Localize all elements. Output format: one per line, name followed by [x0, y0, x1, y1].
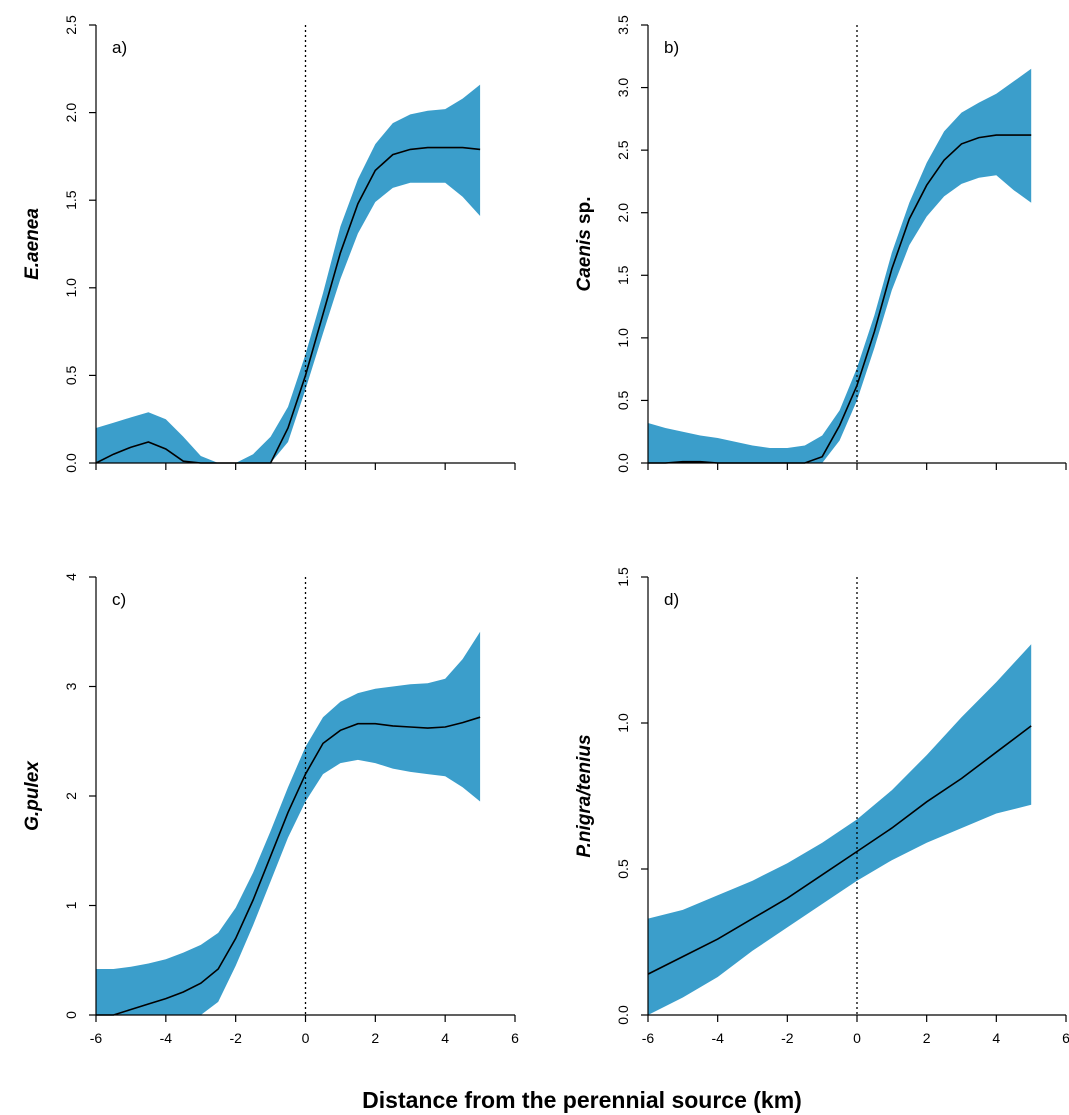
y-tick-label: 0.5	[615, 390, 631, 410]
panel-1: 0.0 0.5 1.0 1.5 2.0 2.5 a) E.aenea	[22, 15, 516, 473]
x-tick-label: 6	[511, 1030, 519, 1046]
y-axis-label: G.pulex	[22, 760, 43, 831]
panels: 0.0 0.5 1.0 1.5 2.0 2.5 a) E.aenea 0.0 0.5 1.0 1.5 2…	[22, 15, 1069, 1046]
x-tick-label: 2	[371, 1030, 379, 1046]
mean-line	[96, 716, 481, 1016]
x-tick-label: -2	[229, 1030, 242, 1046]
y-tick-label: 4	[63, 573, 79, 581]
confidence-band	[96, 631, 481, 1015]
y-tick-label: 2.5	[63, 15, 79, 35]
y-tick-label: 0.0	[615, 453, 631, 473]
y-tick-label: 2.0	[63, 103, 79, 123]
y-tick-label: 1.0	[615, 713, 631, 733]
x-axis-label: Distance from the perennial source (km)	[362, 1087, 802, 1113]
y-tick-label: 3	[63, 682, 79, 690]
mean-line	[647, 725, 1032, 975]
y-tick-label: 1.5	[63, 190, 79, 210]
x-tick-label: -2	[781, 1030, 794, 1046]
mean-line	[95, 146, 481, 464]
panel-label: d)	[664, 590, 679, 609]
y-tick-label: 0.5	[615, 859, 631, 879]
y-tick-label: 0.0	[615, 1005, 631, 1025]
y-tick-label: 3.5	[615, 15, 631, 35]
panel-label: c)	[112, 590, 126, 609]
x-tick-label: -4	[160, 1030, 173, 1046]
y-tick-label: 0.5	[63, 365, 79, 385]
x-tick-label: 2	[923, 1030, 931, 1046]
confidence-band	[648, 644, 1032, 1015]
y-tick-label: 3.0	[615, 78, 631, 98]
x-tick-label: 4	[992, 1030, 1000, 1046]
panel-label: b)	[664, 38, 679, 57]
y-axis-label: P.nigra/tenius	[574, 734, 595, 857]
y-tick-label: 2.0	[615, 203, 631, 223]
panel-label: a)	[112, 38, 127, 57]
y-tick-label: 1.0	[615, 328, 631, 348]
panel-4: -6 -4 -2 0 2 4 6 0.0 0.5 1.0 1.5 d) P.nigra/tenius	[574, 567, 1069, 1046]
x-tick-label: -6	[90, 1030, 103, 1046]
y-tick-label: 0.0	[63, 453, 79, 473]
y-tick-label: 2.5	[615, 140, 631, 160]
y-tick-label: 1.5	[615, 567, 631, 587]
confidence-band	[648, 68, 1032, 464]
y-tick-label: 2	[63, 792, 79, 800]
y-tick-label: 0	[63, 1011, 79, 1019]
y-tick-label: 1.5	[615, 265, 631, 285]
x-tick-label: 0	[853, 1030, 861, 1046]
x-tick-label: 6	[1062, 1030, 1069, 1046]
panel-2: 0.0 0.5 1.0 1.5 2.0 2.5 3.0 3.5 b) Caenis sp.	[574, 15, 1067, 473]
y-tick-label: 1	[63, 901, 79, 909]
confidence-band	[96, 84, 481, 463]
panel-3: -6 -4 -2 0 2 4 6 0 1 2 3 4 c) G.pulex	[22, 573, 519, 1046]
y-tick-label: 1.0	[63, 278, 79, 298]
x-tick-label: 4	[441, 1030, 449, 1046]
x-tick-label: -6	[642, 1030, 655, 1046]
x-tick-label: 0	[302, 1030, 310, 1046]
y-axis-label: E.aenea	[22, 208, 43, 280]
x-tick-label: -4	[711, 1030, 724, 1046]
y-axis-label-genus: Caenis	[574, 229, 595, 291]
y-axis-label: Caenis sp.	[574, 196, 595, 291]
y-axis-label-suffix: sp.	[574, 196, 595, 229]
